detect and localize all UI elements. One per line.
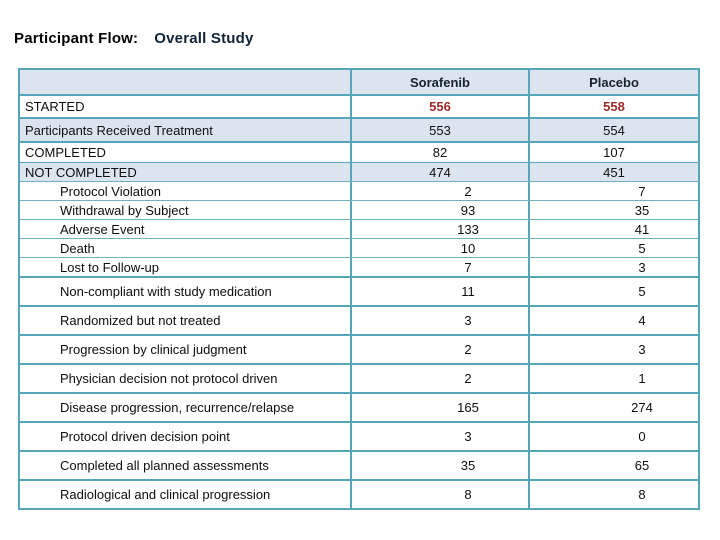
row-label: COMPLETED	[20, 143, 352, 162]
row-label: Randomized but not treated	[20, 307, 352, 334]
page-title-prefix: Participant Flow:	[14, 30, 139, 47]
table-row-completed: COMPLETED 82 107	[20, 141, 698, 162]
table-header-row: Sorafenib Placebo	[20, 70, 698, 94]
table-row-received-treatment: Participants Received Treatment 553 554	[20, 117, 698, 141]
table-row-adverse-event: Adverse Event 133 41	[20, 219, 698, 238]
cell-sorafenib: 3	[352, 423, 530, 450]
cell-placebo: 41	[634, 221, 650, 237]
cell-sorafenib: 474	[352, 163, 530, 181]
row-label: Protocol Violation	[20, 182, 352, 200]
cell-sorafenib: 82	[352, 143, 530, 162]
cell-placebo: 5	[638, 240, 646, 256]
table-row-physician-decision: Physician decision not protocol driven 2…	[20, 363, 698, 392]
table-row-randomized-not-treated: Randomized but not treated 3 4	[20, 305, 698, 334]
table-row-not-completed: NOT COMPLETED 474 451	[20, 162, 698, 181]
cell-sorafenib: 3	[352, 307, 530, 334]
table-row-withdrawal-by-subject: Withdrawal by Subject 93 35	[20, 200, 698, 219]
cell-placebo: 558	[603, 99, 625, 114]
cell-sorafenib: 556	[352, 96, 530, 117]
cell-sorafenib: 2	[352, 336, 530, 363]
cell-sorafenib: 2	[352, 365, 530, 392]
table-row-started: STARTED 556 558	[20, 94, 698, 117]
table-row-completed-assessments: Completed all planned assessments 35 65	[20, 450, 698, 479]
cell-sorafenib: 35	[352, 452, 530, 479]
row-label: NOT COMPLETED	[20, 163, 352, 181]
cell-placebo: 107	[603, 145, 625, 160]
row-label: Withdrawal by Subject	[20, 201, 352, 219]
page-title: Participant Flow: Overall Study	[14, 30, 254, 47]
cell-sorafenib: 133	[352, 220, 530, 238]
cell-placebo: 451	[603, 164, 625, 180]
row-label: Participants Received Treatment	[20, 119, 352, 141]
cell-sorafenib: 93	[352, 201, 530, 219]
cell-placebo: 8	[638, 487, 646, 502]
participant-flow-table: Sorafenib Placebo STARTED 556 558 Partic…	[18, 68, 700, 510]
table-row-death: Death 10 5	[20, 238, 698, 257]
row-label: Non-compliant with study medication	[20, 278, 352, 305]
table-row-non-compliant: Non-compliant with study medication 11 5	[20, 276, 698, 305]
cell-sorafenib: 10	[352, 239, 530, 257]
column-header-sorafenib: Sorafenib	[352, 70, 530, 94]
table-row-protocol-driven-decision: Protocol driven decision point 3 0	[20, 421, 698, 450]
cell-placebo: 0	[638, 429, 646, 444]
cell-sorafenib: 7	[352, 258, 530, 276]
cell-sorafenib: 2	[352, 182, 530, 200]
row-label: Physician decision not protocol driven	[20, 365, 352, 392]
page-title-suffix: Overall Study	[154, 30, 254, 47]
table-row-radiological-clinical-progression: Radiological and clinical progression 8 …	[20, 479, 698, 508]
row-label: Death	[20, 239, 352, 257]
cell-sorafenib: 165	[352, 394, 530, 421]
cell-sorafenib: 11	[352, 278, 530, 305]
cell-placebo: 3	[638, 259, 646, 275]
row-label: Progression by clinical judgment	[20, 336, 352, 363]
row-label: Adverse Event	[20, 220, 352, 238]
cell-placebo: 65	[634, 458, 650, 473]
table-row-disease-progression: Disease progression, recurrence/relapse …	[20, 392, 698, 421]
cell-placebo: 274	[631, 400, 653, 415]
cell-placebo: 35	[634, 202, 650, 218]
cell-placebo: 554	[603, 122, 625, 138]
cell-sorafenib: 553	[352, 119, 530, 141]
table-row-lost-to-follow-up: Lost to Follow-up 7 3	[20, 257, 698, 276]
row-label: Protocol driven decision point	[20, 423, 352, 450]
cell-placebo: 3	[638, 342, 646, 357]
header-empty-cell	[20, 70, 352, 94]
row-label: Disease progression, recurrence/relapse	[20, 394, 352, 421]
cell-placebo: 4	[638, 313, 646, 328]
row-label: Lost to Follow-up	[20, 258, 352, 276]
column-header-placebo: Placebo	[589, 74, 639, 90]
cell-placebo: 5	[638, 284, 646, 299]
cell-placebo: 1	[638, 371, 646, 386]
row-label: STARTED	[20, 96, 352, 117]
row-label: Radiological and clinical progression	[20, 481, 352, 508]
table-row-progression-clinical-judgment: Progression by clinical judgment 2 3	[20, 334, 698, 363]
cell-placebo: 7	[638, 183, 646, 199]
table-row-protocol-violation: Protocol Violation 2 7	[20, 181, 698, 200]
row-label: Completed all planned assessments	[20, 452, 352, 479]
cell-sorafenib: 8	[352, 481, 530, 508]
